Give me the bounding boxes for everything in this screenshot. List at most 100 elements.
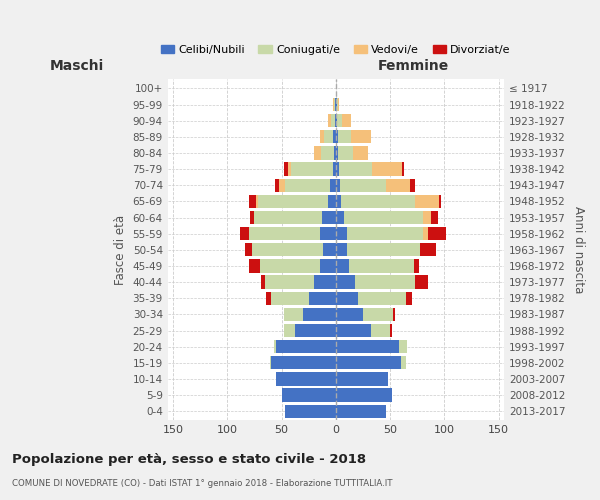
Bar xyxy=(285,404,336,418)
Bar xyxy=(338,130,351,143)
Bar xyxy=(386,178,410,192)
Bar xyxy=(401,356,406,370)
Bar xyxy=(335,98,336,111)
Text: Popolazione per età, sesso e stato civile - 2018: Popolazione per età, sesso e stato civil… xyxy=(12,452,366,466)
Bar xyxy=(281,388,336,402)
Bar xyxy=(410,178,415,192)
Bar xyxy=(336,130,338,143)
Bar xyxy=(260,260,320,272)
Bar xyxy=(422,227,428,240)
Y-axis label: Fasce di età: Fasce di età xyxy=(114,215,127,285)
Bar xyxy=(320,130,324,143)
Bar xyxy=(394,308,395,321)
Bar xyxy=(336,292,358,305)
Bar xyxy=(399,340,407,353)
Bar xyxy=(336,227,347,240)
Bar xyxy=(256,195,258,208)
Bar xyxy=(347,243,421,256)
Bar xyxy=(322,211,336,224)
Bar xyxy=(421,243,436,256)
Bar xyxy=(336,114,337,128)
Text: Maschi: Maschi xyxy=(50,58,104,72)
Bar xyxy=(336,324,371,337)
Bar xyxy=(258,195,328,208)
Bar xyxy=(371,324,390,337)
Bar xyxy=(336,372,388,386)
Bar xyxy=(390,324,392,337)
Bar xyxy=(402,162,404,175)
Bar xyxy=(261,276,265,288)
Bar xyxy=(428,227,446,240)
Text: Femmine: Femmine xyxy=(377,58,449,72)
Bar xyxy=(337,114,343,128)
Bar xyxy=(332,130,336,143)
Bar xyxy=(336,98,337,111)
Bar xyxy=(343,114,351,128)
Bar xyxy=(276,340,336,353)
Bar xyxy=(336,340,399,353)
Bar xyxy=(358,292,406,305)
Bar xyxy=(336,276,355,288)
Bar xyxy=(422,211,431,224)
Bar xyxy=(308,292,336,305)
Bar xyxy=(252,243,323,256)
Bar xyxy=(324,130,332,143)
Bar xyxy=(336,308,363,321)
Bar xyxy=(363,308,394,321)
Bar xyxy=(334,146,336,160)
Bar xyxy=(336,260,349,272)
Bar xyxy=(284,308,303,321)
Bar xyxy=(275,178,280,192)
Bar xyxy=(353,146,368,160)
Bar xyxy=(415,276,428,288)
Bar xyxy=(249,260,260,272)
Bar xyxy=(276,372,336,386)
Bar xyxy=(284,162,288,175)
Bar xyxy=(336,404,386,418)
Bar xyxy=(269,356,271,370)
Bar xyxy=(336,178,340,192)
Bar xyxy=(332,162,336,175)
Bar xyxy=(339,162,371,175)
Bar xyxy=(320,260,336,272)
Bar xyxy=(331,178,336,192)
Bar xyxy=(271,356,336,370)
Bar xyxy=(328,195,336,208)
Bar xyxy=(295,324,336,337)
Legend: Celibi/Nubili, Coniugati/e, Vedovi/e, Divorziat/e: Celibi/Nubili, Coniugati/e, Vedovi/e, Di… xyxy=(157,41,515,60)
Bar xyxy=(336,162,339,175)
Bar xyxy=(328,114,331,128)
Bar xyxy=(344,211,422,224)
Text: COMUNE DI NOVEDRATE (CO) - Dati ISTAT 1° gennaio 2018 - Elaborazione TUTTITALIA.: COMUNE DI NOVEDRATE (CO) - Dati ISTAT 1°… xyxy=(12,479,392,488)
Bar xyxy=(254,211,322,224)
Bar xyxy=(249,195,256,208)
Bar xyxy=(439,195,441,208)
Bar xyxy=(371,162,402,175)
Y-axis label: Anni di nascita: Anni di nascita xyxy=(572,206,585,294)
Bar xyxy=(245,243,252,256)
Bar xyxy=(336,356,401,370)
Bar xyxy=(274,340,276,353)
Bar xyxy=(414,260,419,272)
Bar xyxy=(323,243,336,256)
Bar xyxy=(336,388,392,402)
Bar xyxy=(271,292,308,305)
Bar xyxy=(335,114,336,128)
Bar xyxy=(241,227,249,240)
Bar xyxy=(334,98,335,111)
Bar xyxy=(288,162,292,175)
Bar xyxy=(250,211,254,224)
Bar xyxy=(280,178,285,192)
Bar xyxy=(320,146,334,160)
Bar xyxy=(340,178,386,192)
Bar xyxy=(331,114,335,128)
Bar xyxy=(349,260,414,272)
Bar xyxy=(314,146,320,160)
Bar xyxy=(341,195,415,208)
Bar xyxy=(336,146,338,160)
Bar xyxy=(285,178,331,192)
Bar xyxy=(406,292,412,305)
Bar xyxy=(337,98,338,111)
Bar xyxy=(415,195,439,208)
Bar xyxy=(336,195,341,208)
